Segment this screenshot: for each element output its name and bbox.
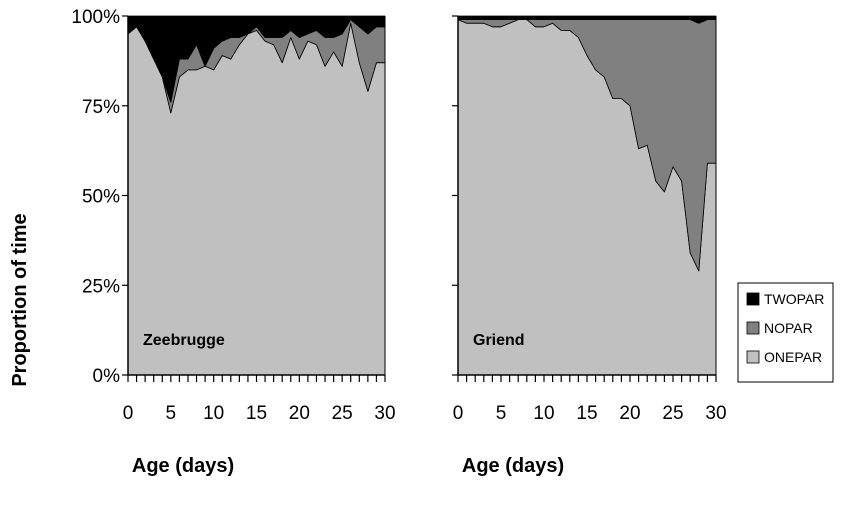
legend-label-nopar: NOPAR: [764, 320, 813, 336]
x-tick-label: 10: [533, 403, 554, 424]
legend-label-twopar: TWOPAR: [764, 291, 824, 307]
x-tick-label: 5: [496, 403, 507, 424]
x-tick-label: 10: [203, 403, 224, 424]
legend-swatch-onepar: [746, 350, 760, 364]
y-tick-label: 75%: [82, 97, 120, 118]
legend-swatch-nopar: [746, 321, 760, 335]
y-tick-label: 0%: [93, 366, 121, 387]
panels: 0% 25% 50% 75% 100% 0 5 10 15 20 25 30 Age (days) Zee…: [71, 7, 726, 477]
legend-label-onepar: ONEPAR: [764, 349, 822, 365]
x-axis-title: Age (days): [462, 455, 564, 477]
x-tick-label: 0: [453, 403, 464, 424]
panel-griend: 0 5 10 15 20 25 30 Age (days) Griend: [452, 15, 727, 477]
y-axis-title: Proportion of time: [9, 213, 31, 386]
x-tick-label: 5: [166, 403, 177, 424]
x-tick-label: 25: [662, 403, 683, 424]
legend-swatch-twopar: [746, 292, 760, 306]
x-tick-label: 0: [123, 403, 134, 424]
panel-label: Griend: [473, 332, 525, 349]
x-tick-label: 20: [619, 403, 640, 424]
legend: TWOPAR NOPAR ONEPAR: [737, 282, 834, 383]
y-tick-label: 50%: [82, 187, 120, 208]
x-tick-label: 20: [289, 403, 310, 424]
y-tick-label: 25%: [82, 276, 120, 297]
x-tick-label: 25: [332, 403, 353, 424]
x-tick-label: 30: [705, 403, 726, 424]
x-tick-label: 15: [246, 403, 267, 424]
y-tick-label: 100%: [71, 7, 120, 28]
panel-label: Zeebrugge: [143, 332, 225, 349]
panel-zeebrugge: 0% 25% 50% 75% 100% 0 5 10 15 20 25 30 Age (days) Zee…: [71, 7, 395, 477]
x-tick-label: 30: [374, 403, 395, 424]
x-axis-title: Age (days): [132, 455, 234, 477]
x-tick-label: 15: [576, 403, 597, 424]
